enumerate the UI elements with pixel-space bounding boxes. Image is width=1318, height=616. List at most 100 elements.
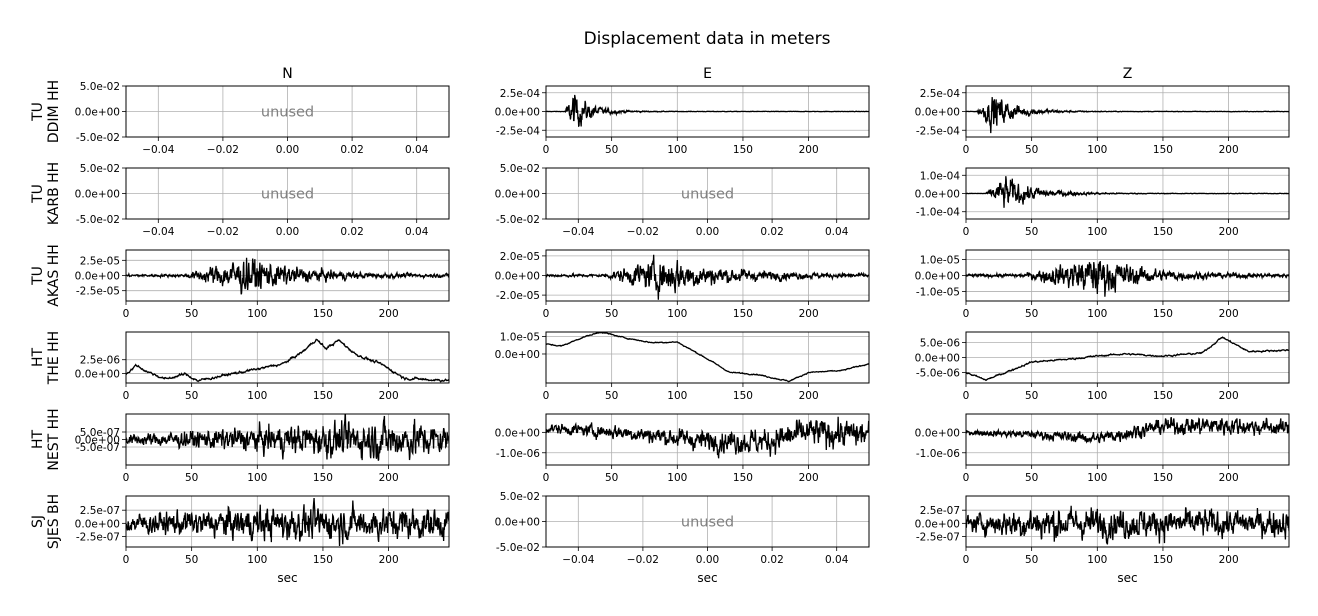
x-tick-label: 150 bbox=[733, 308, 753, 320]
x-tick-label: 100 bbox=[667, 144, 687, 156]
x-tick-label: 50 bbox=[1025, 472, 1038, 484]
x-tick-label: 0.04 bbox=[405, 144, 429, 156]
panel-r2-c2: 0 50 100 150 200 1.0e-05 0.0e+00 -1.0e-05 bbox=[915, 249, 1290, 320]
y-tick-label: 0.0e+00 bbox=[75, 518, 120, 530]
x-tick-label: 200 bbox=[1219, 226, 1239, 238]
x-tick-label: 100 bbox=[667, 390, 687, 402]
row-label-network: SJ bbox=[30, 515, 46, 528]
x-tick-label: 0.00 bbox=[696, 554, 719, 566]
x-tick-label: 0.04 bbox=[825, 554, 849, 566]
x-tick-label: 50 bbox=[1025, 144, 1038, 156]
y-tick-label: -5.0e-07 bbox=[76, 442, 120, 454]
x-tick-label: 0 bbox=[963, 308, 970, 320]
y-tick-label: 5.0e-07 bbox=[80, 427, 120, 439]
y-tick-label: 2.5e-07 bbox=[80, 505, 120, 517]
x-tick-label: 200 bbox=[799, 472, 819, 484]
trace-line bbox=[546, 332, 869, 383]
panel-r0-c0: unused −0.04 −0.02 0.00 0.02 0.04 5.0e-02 0.0e+… bbox=[75, 81, 450, 156]
panel-r3-c2: 0 50 100 150 200 5.0e-06 0.0e+00 -5.0e-06 bbox=[915, 331, 1290, 402]
y-tick-label: 0.0e+00 bbox=[915, 189, 960, 201]
x-tick-label: 200 bbox=[379, 390, 399, 402]
x-tick-label: 0 bbox=[123, 390, 130, 402]
x-tick-label: 200 bbox=[1219, 390, 1239, 402]
row-label-5: SJ SJES BH bbox=[30, 494, 62, 549]
figure-title: Displacement data in meters bbox=[584, 29, 831, 49]
y-tick-label: -2.5e-07 bbox=[76, 531, 120, 543]
x-tick-label: 0.02 bbox=[760, 554, 783, 566]
x-tick-label: 0 bbox=[123, 472, 130, 484]
x-tick-label: 0 bbox=[543, 308, 550, 320]
x-axis-label: sec bbox=[1117, 571, 1137, 585]
y-tick-label: 0.0e+00 bbox=[495, 349, 540, 361]
x-tick-label: 100 bbox=[247, 390, 267, 402]
row-label-station: DDIM HH bbox=[46, 80, 62, 143]
x-tick-label: 200 bbox=[1219, 308, 1239, 320]
y-tick-label: 5.0e-06 bbox=[920, 338, 961, 350]
y-tick-label: -5.0e-02 bbox=[76, 214, 120, 226]
x-tick-label: 50 bbox=[605, 472, 618, 484]
x-tick-label: 200 bbox=[1219, 472, 1239, 484]
x-tick-label: 150 bbox=[733, 390, 753, 402]
x-tick-label: −0.02 bbox=[627, 226, 659, 238]
panel-r3-c0: 0 50 100 150 200 2.5e-06 0.0e+00 bbox=[75, 331, 450, 402]
y-tick-label: 0.0e+00 bbox=[915, 427, 960, 439]
x-tick-label: −0.04 bbox=[142, 144, 174, 156]
x-tick-label: 150 bbox=[733, 472, 753, 484]
y-tick-label: 0.0e+00 bbox=[915, 518, 960, 530]
x-tick-label: 0 bbox=[963, 390, 970, 402]
x-tick-label: 50 bbox=[605, 390, 618, 402]
trace-line bbox=[966, 97, 1289, 134]
axes-frame bbox=[125, 331, 450, 384]
row-label-station: KARB HH bbox=[46, 162, 62, 225]
unused-label: unused bbox=[681, 515, 734, 531]
column-title-E: E bbox=[703, 66, 712, 82]
unused-label: unused bbox=[681, 187, 734, 203]
x-tick-label: 150 bbox=[313, 390, 333, 402]
y-tick-label: 0.0e+00 bbox=[75, 369, 120, 381]
axes-frame bbox=[545, 413, 870, 466]
panel-r2-c0: 0 50 100 150 200 2.5e-05 0.0e+00 -2.5e-05 bbox=[75, 249, 450, 320]
y-tick-label: 5.0e-02 bbox=[80, 163, 120, 175]
x-tick-label: 150 bbox=[1153, 308, 1173, 320]
y-tick-label: -2.5e-04 bbox=[916, 125, 960, 137]
row-label-network: HT bbox=[30, 348, 46, 368]
x-axis-label: sec bbox=[697, 571, 717, 585]
trace-line bbox=[126, 257, 449, 295]
x-tick-label: 0.00 bbox=[696, 226, 719, 238]
x-tick-label: 50 bbox=[185, 472, 198, 484]
x-tick-label: 0 bbox=[543, 390, 550, 402]
y-tick-label: 0.0e+00 bbox=[495, 271, 540, 283]
panel-r0-c1: 0 50 100 150 200 2.5e-04 0.0e+00 -2.5e-04 bbox=[495, 85, 870, 156]
x-tick-label: 0 bbox=[123, 554, 130, 566]
y-tick-label: -1.0e-04 bbox=[916, 207, 960, 219]
panel-r1-c0: unused −0.04 −0.02 0.00 0.02 0.04 5.0e-02 0.0e+… bbox=[75, 163, 450, 238]
y-tick-label: 0.0e+00 bbox=[495, 517, 540, 529]
y-tick-label: -1.0e-05 bbox=[916, 286, 960, 298]
x-tick-label: 150 bbox=[1153, 554, 1173, 566]
panel-r1-c2: 0 50 100 150 200 1.0e-04 0.0e+00 -1.0e-04 bbox=[915, 167, 1290, 238]
x-tick-label: 50 bbox=[185, 308, 198, 320]
trace-line bbox=[966, 176, 1289, 208]
panel-r5-c0: 0 50 100 150 200 2.5e-070.0e+00-2.5e-07 sec bbox=[75, 495, 450, 585]
x-tick-label: 0.04 bbox=[825, 226, 849, 238]
y-tick-label: -1.0e-06 bbox=[916, 448, 960, 460]
row-label-3: HT THE HH bbox=[30, 331, 62, 385]
x-tick-label: −0.04 bbox=[142, 226, 174, 238]
x-tick-label: 0.02 bbox=[340, 144, 363, 156]
x-tick-label: 150 bbox=[313, 554, 333, 566]
y-tick-label: 0.0e+00 bbox=[495, 189, 540, 201]
x-tick-label: 100 bbox=[667, 308, 687, 320]
y-tick-label: -5.0e-06 bbox=[916, 368, 960, 380]
panel-r4-c2: 0 50 100 150 200 0.0e+00 -1.0e-06 bbox=[915, 413, 1290, 484]
x-tick-label: 100 bbox=[1087, 554, 1107, 566]
x-tick-label: 200 bbox=[379, 472, 399, 484]
x-tick-label: 100 bbox=[1087, 390, 1107, 402]
x-tick-label: 50 bbox=[1025, 308, 1038, 320]
column-title-Z: Z bbox=[1123, 66, 1133, 82]
x-tick-label: 0 bbox=[963, 226, 970, 238]
y-tick-label: 5.0e-02 bbox=[500, 163, 540, 175]
row-label-2: TU AKAS HH bbox=[30, 244, 62, 306]
row-label-station: NEST HH bbox=[46, 408, 62, 470]
x-tick-label: 0 bbox=[963, 144, 970, 156]
